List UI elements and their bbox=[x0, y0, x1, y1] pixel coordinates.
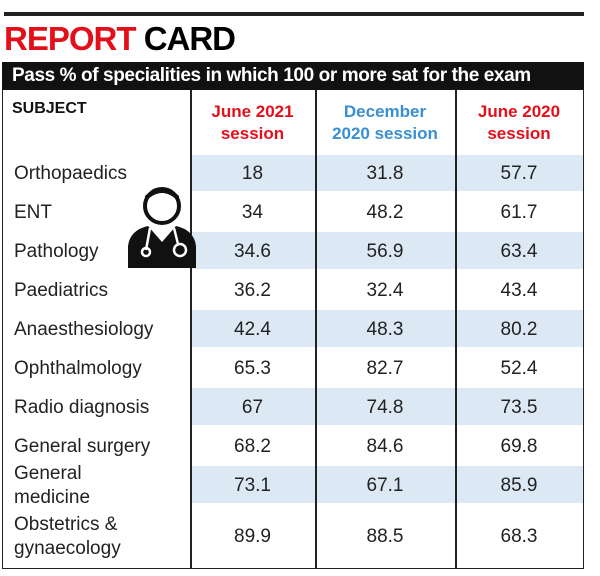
pass-percent: 74.8 bbox=[366, 396, 404, 418]
pass-percent: 67.1 bbox=[366, 474, 404, 496]
subject: Paediatrics bbox=[14, 279, 108, 301]
pass-percent: 48.3 bbox=[366, 318, 404, 340]
pass-percent: 57.7 bbox=[500, 163, 538, 184]
column-header: December 2020 session bbox=[332, 102, 438, 143]
pass-percent: 80.2 bbox=[500, 318, 538, 340]
row-shade bbox=[190, 466, 583, 503]
column-header: June 2021 session bbox=[211, 102, 294, 143]
subject: General surgery bbox=[14, 435, 151, 457]
subject: ENT bbox=[14, 201, 52, 223]
pass-percent: 42.4 bbox=[234, 318, 271, 340]
column-divider bbox=[315, 90, 317, 568]
row-shade bbox=[190, 155, 583, 191]
pass-percent: 61.7 bbox=[500, 201, 538, 223]
top-rule bbox=[4, 12, 584, 16]
title-black: CARD bbox=[143, 20, 236, 57]
column-header: June 2020 session bbox=[477, 102, 561, 143]
pass-percent: 52.4 bbox=[500, 357, 538, 379]
row-shade bbox=[190, 310, 583, 347]
table-border bbox=[2, 90, 584, 569]
pass-percent: 73.5 bbox=[500, 396, 538, 418]
pass-percent: 43.4 bbox=[500, 279, 538, 301]
subject: Pathology bbox=[14, 240, 99, 262]
pass-percent: 68.3 bbox=[500, 525, 538, 547]
pass-percent: 34.6 bbox=[234, 240, 271, 262]
pass-percent: 85.9 bbox=[500, 474, 538, 496]
pass-percent: 84.6 bbox=[366, 435, 404, 457]
row-shade bbox=[190, 232, 583, 269]
pass-percent: 67 bbox=[241, 396, 264, 418]
title: REPORT CARD bbox=[4, 20, 236, 58]
pass-percent: 89.9 bbox=[234, 525, 271, 547]
subject: Orthopaedics bbox=[14, 163, 128, 184]
pass-percent: 73.1 bbox=[234, 474, 271, 496]
column-divider bbox=[455, 90, 457, 568]
column-header: SUBJECT bbox=[12, 100, 87, 117]
subject: General medicine bbox=[14, 462, 91, 508]
subtitle: Pass % of specialities in which 100 or m… bbox=[2, 62, 584, 90]
pass-percent: 31.8 bbox=[366, 163, 404, 184]
pass-percent: 63.4 bbox=[500, 240, 538, 262]
pass-percent: 34 bbox=[241, 201, 264, 223]
pass-percent: 56.9 bbox=[366, 240, 404, 262]
pass-percent: 48.2 bbox=[366, 201, 404, 223]
pass-percent: 18 bbox=[241, 163, 264, 184]
row-shade bbox=[190, 388, 583, 425]
pass-percent: 68.2 bbox=[234, 435, 271, 457]
column-divider bbox=[190, 90, 192, 568]
pass-percent: 36.2 bbox=[234, 279, 271, 301]
pass-percent: 88.5 bbox=[366, 525, 404, 547]
title-red: REPORT bbox=[4, 20, 137, 57]
subject: Anaesthesiology bbox=[14, 318, 154, 340]
subject: Radio diagnosis bbox=[14, 396, 150, 418]
doctor-icon bbox=[128, 187, 196, 268]
pass-percent: 65.3 bbox=[234, 357, 271, 379]
subject: Obstetrics & gynaecology bbox=[14, 513, 121, 559]
pass-percent: 32.4 bbox=[366, 279, 404, 301]
pass-percent: 82.7 bbox=[366, 357, 404, 379]
subject: Ophthalmology bbox=[14, 357, 142, 379]
pass-percent: 69.8 bbox=[500, 435, 538, 457]
